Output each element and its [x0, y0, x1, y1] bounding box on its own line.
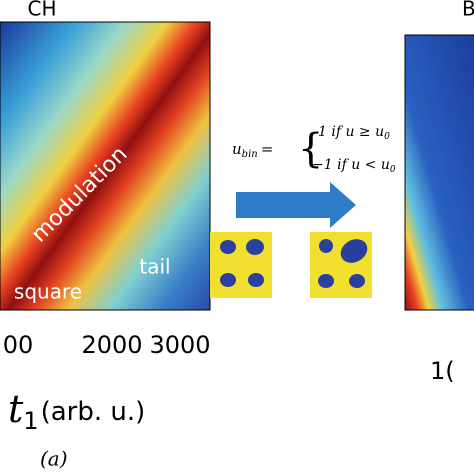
x-tick-label: 3000 [149, 331, 210, 359]
panel-title: CH [27, 0, 56, 21]
x-tick-label: 00 [3, 331, 34, 359]
x-axis-label: t1(arb. u.) [8, 387, 145, 436]
equation: ubin = [232, 140, 273, 160]
arrow [236, 182, 356, 228]
brace: { [298, 126, 323, 172]
equation-case: 1 if u ≥ u0 [318, 124, 390, 142]
annotation: tail [139, 255, 170, 279]
heatmap-left [0, 21, 211, 311]
x-tick-label: 2000 [81, 331, 142, 359]
x-tick-label: 1( [430, 357, 455, 385]
equation-case: −1 if u < u0 [312, 157, 396, 175]
sample-square [210, 232, 272, 298]
heatmap-right [404, 34, 474, 311]
panel-title: B [462, 0, 474, 21]
blobs [220, 239, 264, 287]
annotation: square [14, 280, 82, 304]
caption: (a) [40, 447, 68, 471]
binary-blobs [318, 239, 368, 288]
